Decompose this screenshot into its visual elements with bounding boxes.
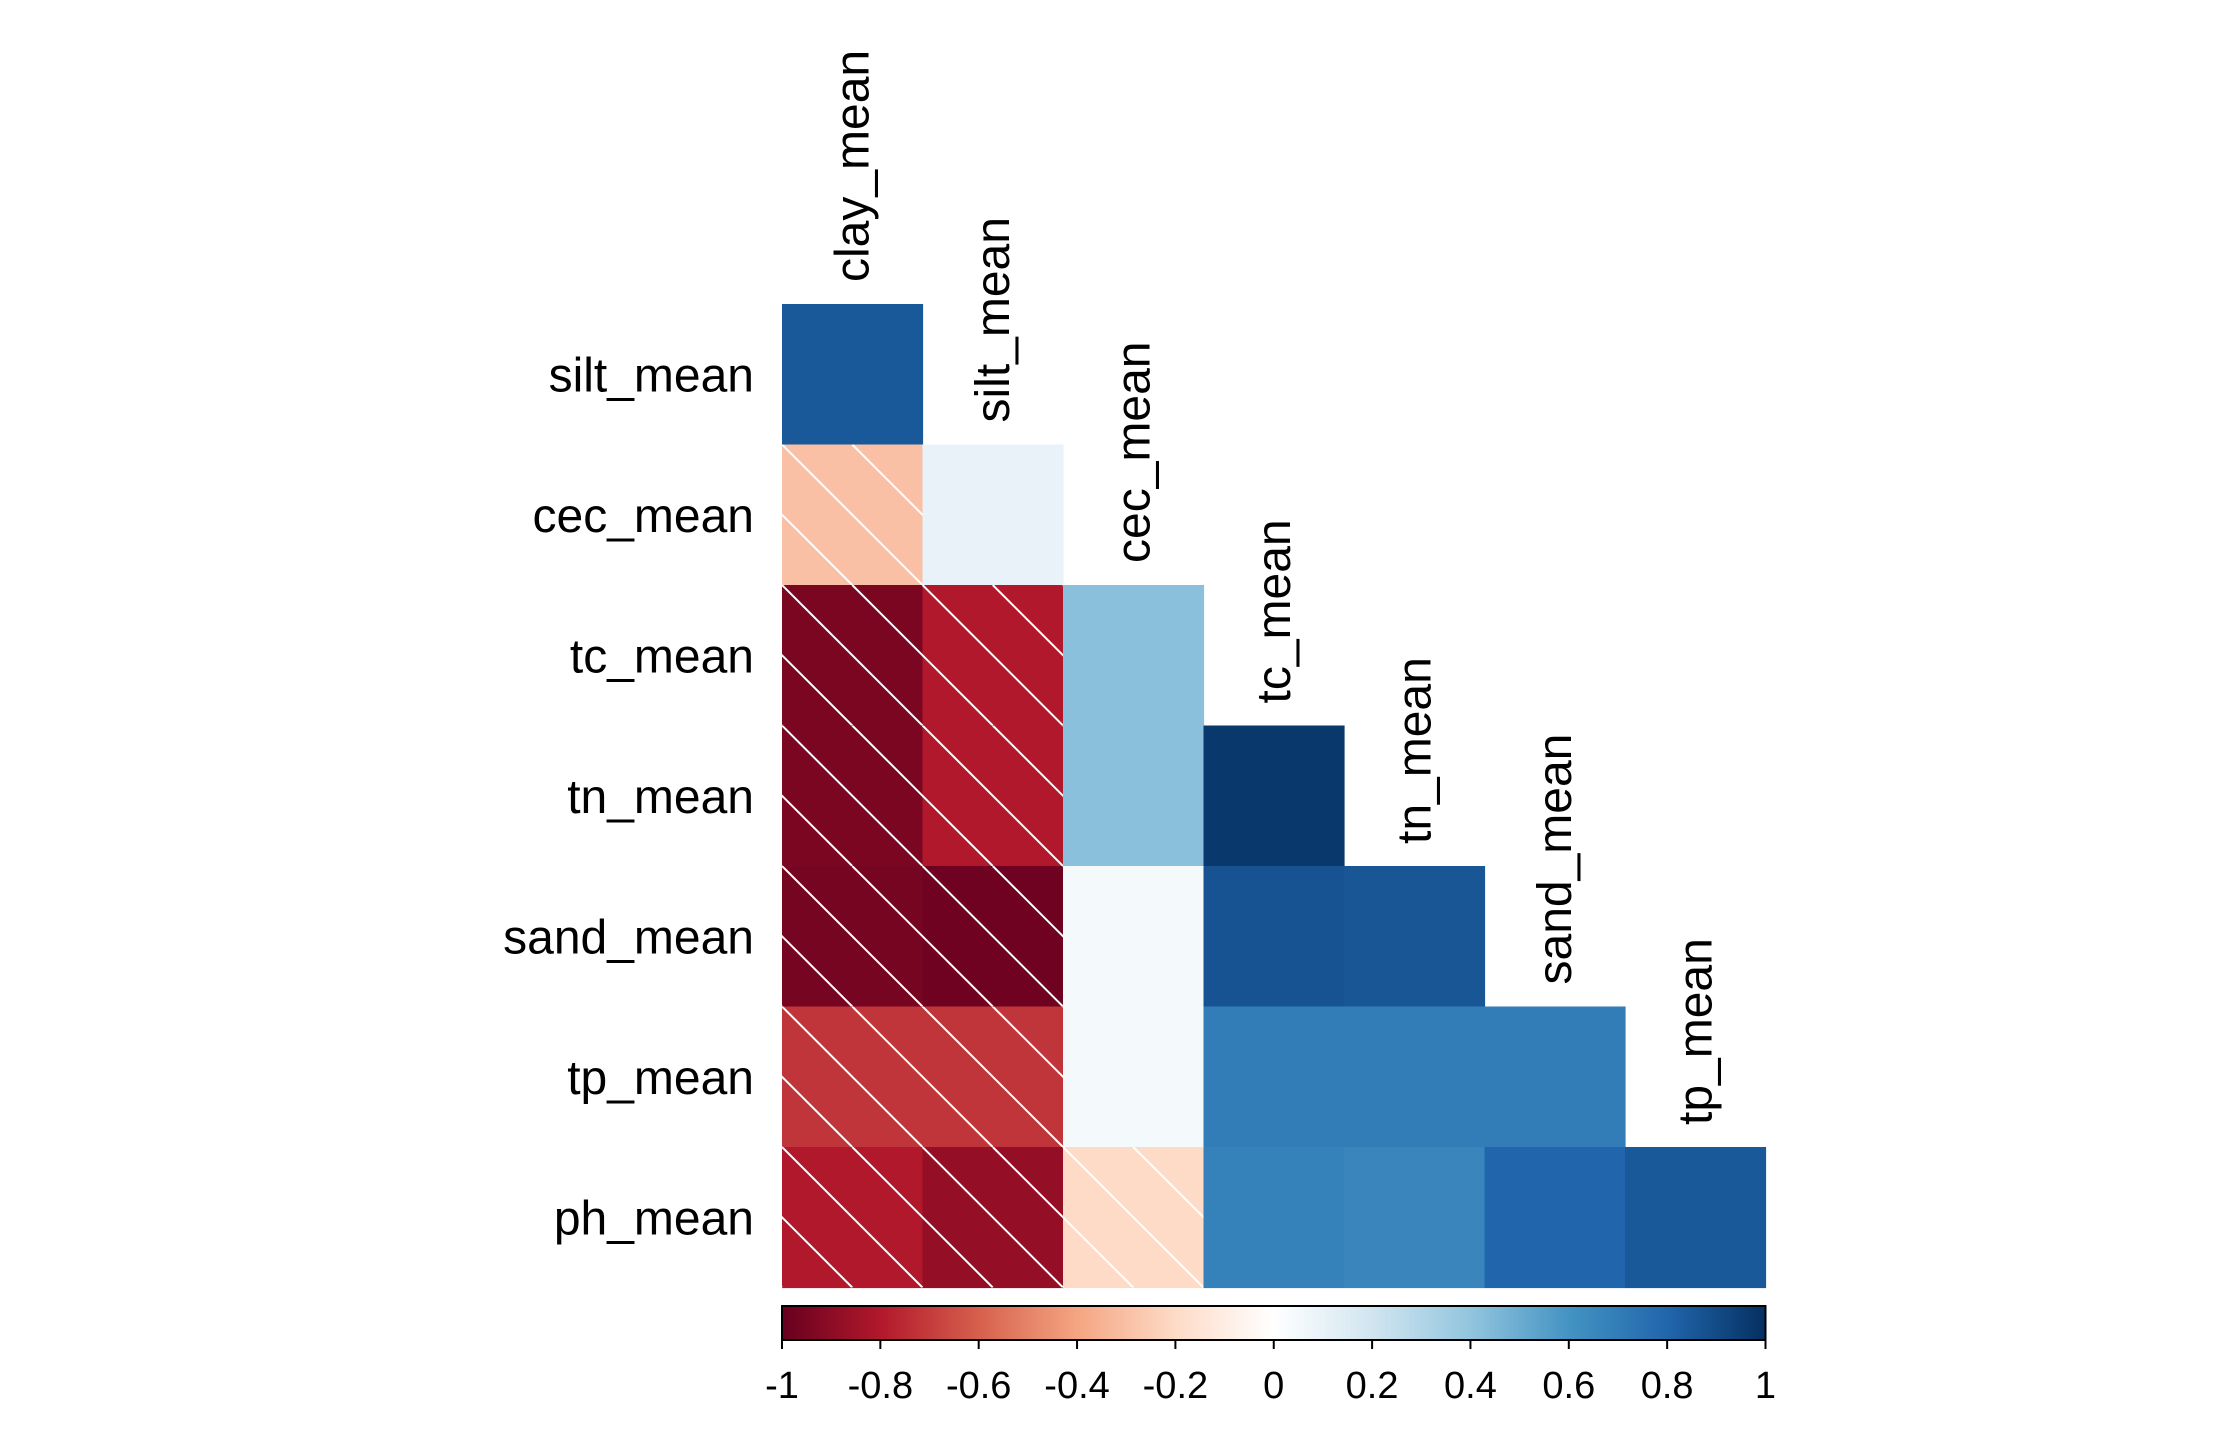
heatmap-cell: [1344, 866, 1486, 1008]
heatmap-cell: [1203, 1006, 1345, 1148]
cross-mark: [782, 585, 923, 726]
heatmap-cell: [1063, 866, 1205, 1008]
cross-mark: [922, 866, 1063, 1007]
heatmap-cell: [1203, 725, 1345, 867]
cell-cec_mean-silt_mean: [922, 444, 1064, 586]
cell-ph_mean-sand_mean: [1484, 1147, 1626, 1289]
heatmap-cell: [1063, 725, 1205, 867]
row-label-tp_mean: tp_mean: [567, 1052, 754, 1105]
heatmap-cell: [922, 444, 1064, 586]
heatmap-cell: [1063, 585, 1205, 727]
cell-tn_mean-cec_mean: [1063, 725, 1205, 867]
heatmap-cell: [922, 866, 1064, 1008]
heatmap-cell: [1344, 1147, 1486, 1289]
cross-mark: [782, 725, 923, 866]
column-label-tp_mean: tp_mean: [1669, 938, 1722, 1125]
heatmap-cell: [782, 585, 924, 727]
heatmap-cell: [782, 725, 924, 867]
heatmap-cell: [782, 444, 924, 586]
heatmap-cell: [782, 1006, 924, 1148]
cell-silt_mean-clay_mean: [782, 304, 924, 446]
cell-tp_mean-tc_mean: [1203, 1006, 1345, 1148]
heatmap-cells: [782, 304, 1767, 1289]
cell-sand_mean-tn_mean: [1344, 866, 1486, 1008]
heatmap-cell: [1344, 1006, 1486, 1148]
column-label-sand_mean: sand_mean: [1529, 734, 1582, 985]
colorbar-gradient: [781, 1305, 1767, 1341]
cell-tc_mean-cec_mean: [1063, 585, 1205, 727]
cell-tp_mean-cec_mean: [1063, 1006, 1205, 1148]
heatmap-cell: [922, 725, 1064, 867]
heatmap-cell: [782, 1147, 924, 1289]
column-label-clay_mean: clay_mean: [826, 50, 879, 282]
row-label-tn_mean: tn_mean: [567, 771, 754, 824]
colorbar-tick-label: -0.6: [946, 1365, 1011, 1407]
cell-tp_mean-sand_mean: [1484, 1006, 1626, 1148]
column-label-silt_mean: silt_mean: [967, 217, 1020, 422]
heatmap-cell: [782, 304, 924, 446]
colorbar-tick-label: 1: [1755, 1365, 1776, 1407]
colorbar-tick-label: 0: [1263, 1365, 1284, 1407]
cross-mark: [1063, 1147, 1204, 1288]
cross-mark: [922, 1147, 1063, 1288]
cell-tn_mean-tc_mean: [1203, 725, 1345, 867]
cross-mark: [922, 585, 1063, 726]
cell-ph_mean-tc_mean: [1203, 1147, 1345, 1289]
column-label-tc_mean: tc_mean: [1248, 519, 1301, 703]
cross-mark: [922, 725, 1063, 866]
column-label-tn_mean: tn_mean: [1388, 657, 1441, 844]
column-labels: clay_mean silt_mean cec_mean tc_mean tn_mean…: [826, 50, 1722, 1125]
row-label-silt_mean: silt_mean: [549, 349, 754, 402]
cross-mark: [782, 1147, 923, 1288]
cross-mark: [782, 444, 923, 585]
cross-mark: [782, 1006, 923, 1147]
heatmap-cell: [1625, 1147, 1767, 1289]
colorbar-tick-label: -0.2: [1143, 1365, 1208, 1407]
heatmap-cell: [1203, 866, 1345, 1008]
heatmap-cell: [922, 585, 1064, 727]
colorbar-tick-label: -0.8: [848, 1365, 913, 1407]
heatmap-cell: [922, 1147, 1064, 1289]
cell-sand_mean-tc_mean: [1203, 866, 1345, 1008]
cell-ph_mean-tn_mean: [1344, 1147, 1486, 1289]
heatmap-cell: [1484, 1147, 1626, 1289]
row-label-tc_mean: tc_mean: [570, 630, 754, 683]
colorbar: -1 -0.8 -0.6 -0.4 -0.2 0 0.2 0.4 0.6 0.8 1: [765, 1305, 1776, 1407]
colorbar-tick-label: 0.8: [1641, 1365, 1694, 1407]
cell-ph_mean-tp_mean: [1625, 1147, 1767, 1289]
heatmap-cell: [1484, 1006, 1626, 1148]
heatmap-cell: [1063, 1147, 1205, 1289]
heatmap-cell: [1063, 1006, 1205, 1148]
colorbar-tick-label: 0.6: [1542, 1365, 1595, 1407]
colorbar-tick-label: 0.4: [1444, 1365, 1497, 1407]
cross-mark: [782, 866, 923, 1007]
heatmap-cell: [1203, 1147, 1345, 1289]
row-label-cec_mean: cec_mean: [533, 490, 754, 543]
row-labels: silt_mean cec_mean tc_mean tn_mean sand_mean…: [503, 349, 754, 1245]
heatmap-cell: [782, 866, 924, 1008]
cell-sand_mean-cec_mean: [1063, 866, 1205, 1008]
column-label-cec_mean: cec_mean: [1107, 342, 1160, 563]
colorbar-tick-label: -0.4: [1044, 1365, 1109, 1407]
cell-tp_mean-tn_mean: [1344, 1006, 1486, 1148]
row-label-ph_mean: ph_mean: [554, 1192, 754, 1245]
cross-mark: [922, 1006, 1063, 1147]
row-label-sand_mean: sand_mean: [503, 911, 754, 964]
heatmap-cell: [922, 1006, 1064, 1148]
colorbar-tick-label: 0.2: [1346, 1365, 1399, 1407]
colorbar-tick-label: -1: [765, 1365, 799, 1407]
